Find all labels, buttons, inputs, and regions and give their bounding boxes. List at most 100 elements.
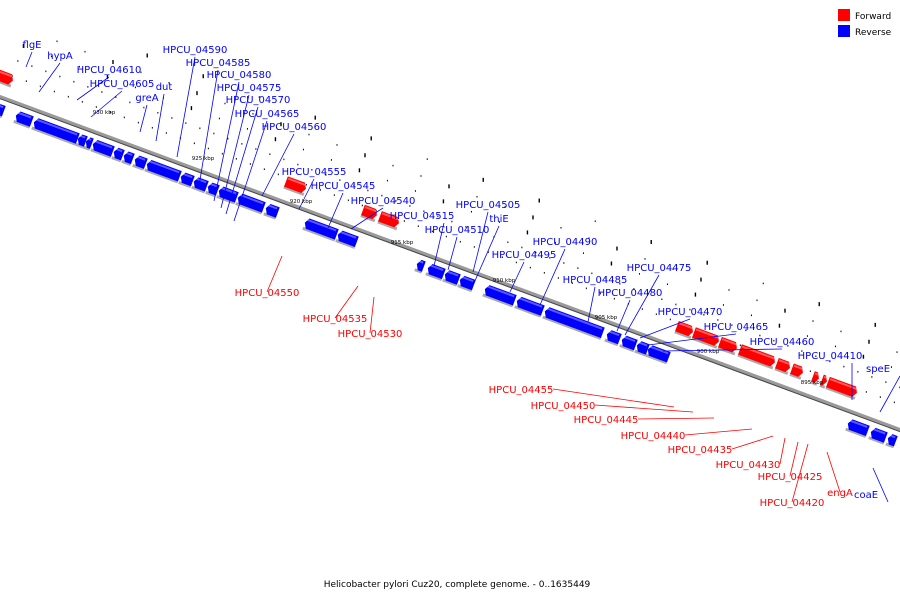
backbone-shadow [0, 98, 900, 433]
reverse-gene-arrow [425, 263, 446, 282]
reverse-gene-label: dut [156, 82, 173, 93]
reverse-gene-arrow [191, 177, 209, 194]
label-leader-lines [25, 51, 900, 503]
kbp-label: 910 kbp [493, 278, 516, 284]
reverse-gene-label: greA [135, 93, 158, 104]
legend-reverse-label: Reverse [855, 28, 892, 38]
reverse-gene-arrow [482, 285, 517, 308]
reverse-gene-label: HPCU_04515 [390, 211, 455, 222]
forward-gene-leader [826, 451, 841, 493]
reverse-gene-label: HPCU_04470 [658, 307, 723, 318]
reverse-gene-leader [472, 211, 489, 273]
reverse-gene-label: coaE [854, 490, 878, 501]
kbp-label: 905 kbp [595, 315, 618, 321]
forward-gene-arrow [810, 371, 819, 386]
forward-gene-leader [791, 443, 809, 503]
forward-gene-label: HPCU_04435 [668, 445, 733, 456]
forward-gene-label: HPCU_04530 [338, 329, 403, 340]
reverse-gene-label: HPCU_04465 [704, 322, 769, 333]
reverse-gene-arrow [845, 419, 870, 438]
forward-gene-leader [684, 428, 753, 436]
forward-gene-label: HPCU_04420 [760, 498, 825, 509]
reverse-gene-arrow [414, 259, 426, 274]
reverse-gene-leader [220, 94, 250, 209]
reverse-gene-label: HPCU_04565 [235, 109, 300, 120]
genome-caption: Helicobacter pylori Cuz20, complete geno… [324, 580, 591, 590]
forward-gene-arrow [825, 376, 857, 400]
reverse-gene-leader [38, 62, 61, 93]
reverse-gene-label: flgE [23, 40, 42, 51]
kbp-label: 895 kbp [801, 380, 824, 386]
reverse-gene-arrow [216, 186, 239, 205]
kbp-label: 930 kbp [93, 110, 116, 116]
forward-gene-arrow [360, 204, 377, 223]
forward-gene-arrow [819, 374, 827, 389]
gene-features [0, 69, 898, 449]
reverse-gene-leader [473, 225, 500, 284]
reverse-gene-label: HPCU_04460 [750, 337, 815, 348]
reverse-gene-leader [639, 318, 691, 339]
reverse-gene-leader [647, 333, 737, 346]
reverse-gene-label: HPCU_04490 [533, 237, 598, 248]
forward-gene-arrow [774, 357, 790, 375]
reverse-gene-arrow [13, 111, 34, 129]
reverse-gene-label: speE [866, 364, 890, 375]
reverse-gene-leader [225, 106, 259, 215]
forward-gene-arrow [691, 327, 719, 349]
reverse-gene-arrow [31, 118, 80, 146]
forward-gene-label: HPCU_04455 [489, 385, 554, 396]
forward-gene-leader [779, 437, 786, 465]
reverse-gene-arrow [619, 335, 638, 353]
forward-gene-arrow [377, 211, 399, 231]
forward-gene-label: HPCU_04445 [574, 415, 639, 426]
reverse-gene-arrow [604, 330, 622, 347]
reverse-gene-arrow [111, 147, 125, 163]
reverse-gene-leader [139, 104, 148, 133]
reverse-gene-arrow [634, 341, 650, 357]
reverse-gene-leader [90, 90, 123, 118]
reverse-gene-arrow [514, 296, 545, 318]
forward-gene-label: HPCU_04535 [303, 314, 368, 325]
reverse-gene-leader [509, 261, 525, 293]
reverse-gene-arrow [263, 204, 280, 220]
kbp-label: 920 kbp [290, 199, 313, 205]
forward-gene-arrow [674, 320, 693, 340]
forward-gene-label: HPCU_04440 [621, 431, 686, 442]
forward-gene-label: HPCU_04430 [716, 460, 781, 471]
reverse-gene-arrow [132, 155, 148, 171]
reverse-gene-label: HPCU_04585 [186, 58, 251, 69]
forward-gene-leader [552, 388, 675, 408]
forward-gene-arrow [283, 176, 306, 196]
reverse-gene-leader [233, 120, 268, 222]
reverse-gene-leader [350, 207, 384, 230]
reverse-gene-arrow [75, 134, 88, 149]
kbp-labels: 930 kbp 925 kbp 920 kbp 915 kbp 910 kbp 905 k… [93, 110, 824, 386]
reverse-gene-label: HPCU_04510 [425, 225, 490, 236]
kbp-label: 915 kbp [391, 240, 414, 246]
reverse-gene-arrow [442, 270, 461, 287]
reverse-gene-arrow [83, 137, 94, 151]
reverse-gene-leader [261, 133, 295, 197]
reverse-gene-label: HPCU_04570 [226, 95, 291, 106]
reverse-gene-leader [587, 286, 596, 323]
legend-reverse-swatch [838, 25, 850, 37]
reverse-gene-arrow [542, 307, 605, 340]
reverse-gene-leader [616, 299, 631, 332]
reverse-gene-label: thiE [489, 214, 508, 225]
legend-forward-swatch [838, 9, 850, 21]
reverse-gene-label: HPCU_04605 [90, 79, 155, 90]
scale-ticks [11, 40, 900, 404]
reverse-gene-arrow [645, 345, 671, 365]
reverse-gene-leader [447, 236, 458, 271]
reverse-gene-label: HPCU_04560 [262, 122, 327, 133]
reverse-gene-arrow [885, 434, 898, 449]
reverse-gene-arrow [868, 427, 888, 445]
reverse-gene-label: HPCU_04505 [456, 200, 521, 211]
reverse-gene-leader [198, 69, 219, 187]
reverse-gene-arrow [457, 275, 476, 293]
forward-gene-leader [334, 285, 359, 319]
reverse-gene-arrow [144, 160, 182, 184]
reverse-gene-leader [433, 222, 445, 267]
reverse-gene-label: HPCU_04410 [798, 351, 863, 362]
